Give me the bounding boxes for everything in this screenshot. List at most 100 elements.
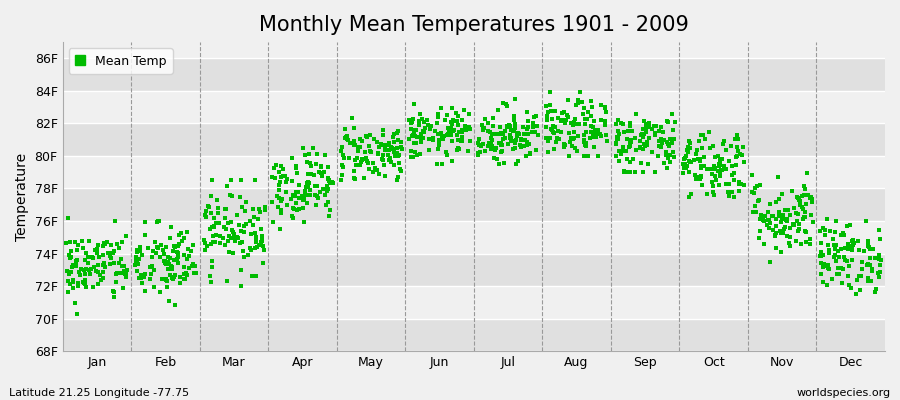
Point xyxy=(86,284,100,290)
Point xyxy=(484,141,499,147)
Point xyxy=(568,145,582,151)
Point xyxy=(814,271,828,277)
Point xyxy=(95,243,110,249)
Point xyxy=(212,204,226,211)
Point xyxy=(414,131,428,137)
Point xyxy=(338,126,352,132)
Point xyxy=(76,245,91,251)
Point xyxy=(322,178,337,185)
Point xyxy=(628,146,643,153)
Point xyxy=(77,257,92,264)
Point xyxy=(614,120,628,126)
Point xyxy=(627,134,642,141)
Point xyxy=(223,192,238,198)
Point xyxy=(201,202,215,209)
Point xyxy=(768,232,782,238)
Point xyxy=(860,262,875,268)
Point xyxy=(394,168,409,174)
Point xyxy=(387,138,401,145)
Point xyxy=(834,232,849,239)
Point xyxy=(714,167,728,173)
Point xyxy=(797,209,812,216)
Point xyxy=(822,266,836,272)
Point xyxy=(347,142,362,148)
Point xyxy=(489,145,503,151)
Point xyxy=(314,164,328,170)
Point xyxy=(598,118,613,125)
Point xyxy=(304,171,319,178)
Point xyxy=(360,160,374,166)
Point xyxy=(392,136,406,143)
Point xyxy=(731,148,745,155)
Point xyxy=(413,151,428,157)
Point xyxy=(238,254,252,260)
Point xyxy=(63,255,77,261)
Point xyxy=(204,279,219,285)
Point xyxy=(638,143,652,149)
Point xyxy=(476,141,491,148)
Point xyxy=(663,152,678,158)
Point xyxy=(219,206,233,212)
Point xyxy=(782,240,796,246)
Point xyxy=(149,244,164,251)
Point xyxy=(313,189,328,195)
Point xyxy=(463,138,477,144)
Point xyxy=(698,136,712,142)
Point xyxy=(562,153,577,159)
Point xyxy=(616,147,630,153)
Point xyxy=(166,243,181,250)
Point xyxy=(176,252,191,258)
Point xyxy=(199,208,213,214)
Point xyxy=(177,271,192,278)
Point xyxy=(163,255,177,261)
Point xyxy=(796,193,810,199)
Point xyxy=(757,240,771,247)
Point xyxy=(644,149,659,155)
Point xyxy=(504,138,518,144)
Point xyxy=(529,123,544,130)
Point xyxy=(737,182,751,189)
Point xyxy=(508,140,522,146)
Point xyxy=(372,171,386,177)
Point xyxy=(608,141,623,147)
Point xyxy=(206,239,220,246)
Point xyxy=(713,171,727,177)
Point xyxy=(198,214,212,220)
Point xyxy=(778,224,792,230)
Point xyxy=(627,169,642,176)
Point xyxy=(321,213,336,219)
Point xyxy=(612,158,626,164)
Point xyxy=(681,148,696,155)
Y-axis label: Temperature: Temperature xyxy=(15,152,29,241)
Point xyxy=(651,153,665,159)
Point xyxy=(513,142,527,148)
Point xyxy=(490,130,504,137)
Point xyxy=(249,272,264,279)
Point xyxy=(648,123,662,130)
Point xyxy=(418,124,433,131)
Point xyxy=(835,230,850,236)
Point xyxy=(278,173,293,179)
Point xyxy=(541,109,555,115)
Point xyxy=(291,188,305,195)
Point xyxy=(411,118,426,124)
Point xyxy=(577,153,591,159)
Point xyxy=(455,134,470,140)
Point xyxy=(572,121,586,127)
Point xyxy=(663,159,678,166)
Point xyxy=(840,258,854,264)
Point xyxy=(586,118,600,124)
Point xyxy=(705,171,719,177)
Point xyxy=(494,140,508,147)
Point xyxy=(138,232,152,238)
Point xyxy=(303,192,318,198)
Point xyxy=(199,242,213,249)
Point xyxy=(787,222,801,228)
Point xyxy=(347,138,362,144)
Point xyxy=(508,145,522,152)
Point xyxy=(766,227,780,233)
Point xyxy=(842,282,856,288)
Point xyxy=(289,164,303,171)
Point xyxy=(455,117,470,124)
Point xyxy=(65,264,79,270)
